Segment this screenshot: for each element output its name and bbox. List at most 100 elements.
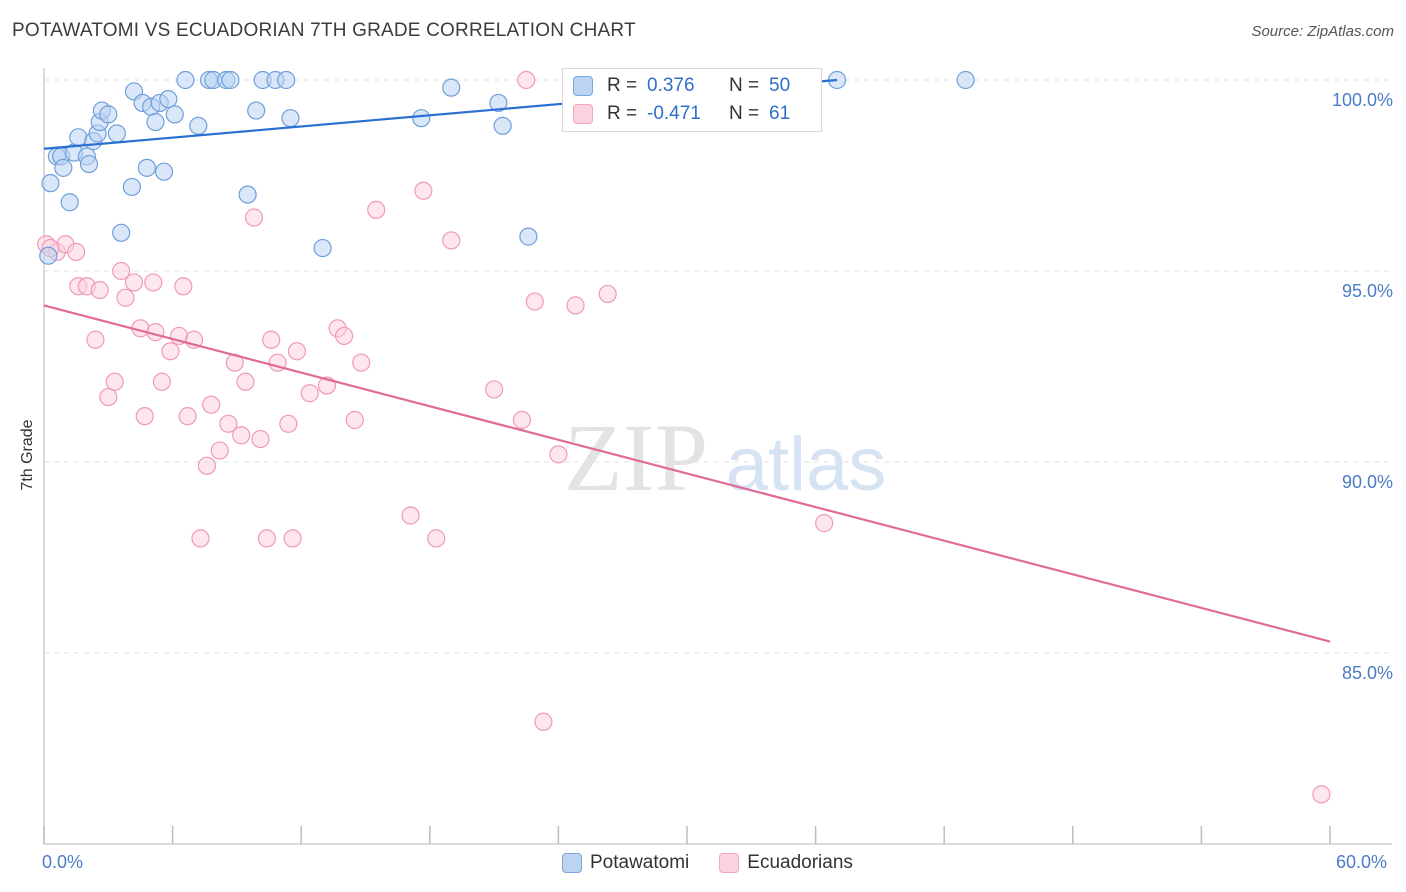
point-pink-56 [566,296,585,315]
y-tick-label-2: 95.0% [1342,281,1393,301]
point-pink-21 [178,407,197,426]
y-tick-label-0: 85.0% [1342,663,1393,683]
point-pink-6 [86,330,105,349]
point-pink-31 [244,208,264,227]
point-pink-8 [99,387,118,407]
point-blue-34 [247,101,266,120]
point-blue-39 [313,238,332,258]
point-blue-4 [54,158,73,177]
point-blue-7 [69,128,88,147]
point-pink-53 [525,292,544,311]
watermark-atlas: atlas [726,422,887,507]
point-blue-32 [221,70,240,90]
point-pink-9 [105,372,124,391]
point-pink-58 [815,514,834,533]
point-blue-16 [112,223,131,242]
point-pink-30 [236,372,255,391]
point-pink-37 [283,529,302,548]
point-pink-45 [367,200,386,219]
legend-row-ecuadorians: R = -0.471 N = 61 [573,101,809,127]
point-blue-20 [137,158,156,177]
y-tick-label-3: 100.0% [1332,90,1393,110]
point-blue-49 [956,70,975,90]
point-blue-17 [122,177,141,197]
legend-n-value-potawatomi: 50 [769,75,791,96]
point-blue-40 [412,109,431,128]
point-pink-20 [174,277,193,296]
point-pink-15 [144,273,163,292]
legend-r-label: R = [607,75,638,96]
point-blue-38 [281,109,300,128]
point-blue-9 [79,154,99,174]
point-blue-14 [99,105,118,124]
series-swatch-ecuadorians [719,853,740,873]
trend-line-ecuadorians [43,304,1331,643]
point-blue-43 [493,116,512,135]
point-pink-33 [257,529,277,548]
series-potawatomi-points [39,70,975,265]
legend-swatch-potawatomi [573,76,593,96]
x-tick-label-min: 0.0% [42,852,84,872]
point-pink-48 [427,529,446,548]
point-blue-42 [489,93,508,113]
point-pink-10 [112,261,131,281]
point-pink-7 [90,281,109,300]
point-pink-55 [549,445,568,464]
legend-n-value-ecuadorians: 61 [769,103,791,124]
point-blue-26 [165,105,184,124]
point-blue-5 [60,193,79,212]
point-blue-0 [39,246,58,265]
x-tick-label-max: 60.0% [1336,852,1388,872]
point-pink-23 [191,529,210,548]
point-pink-52 [517,70,536,90]
point-pink-17 [152,372,171,391]
point-blue-44 [519,227,538,246]
point-pink-43 [345,410,364,430]
point-pink-49 [442,231,461,250]
point-blue-25 [159,89,178,109]
series-legend-label-ecuadorians: Ecuadorians [747,852,853,873]
point-pink-32 [251,429,270,449]
point-pink-38 [287,342,307,361]
legend-n-label: N = [729,75,760,96]
y-axis-label: 7th Grade [19,419,36,491]
y-tick-labels: 85.0% 90.0% 95.0% 100.0% [1332,90,1393,683]
point-pink-18 [161,342,180,361]
point-pink-59 [1312,785,1331,804]
point-blue-33 [238,185,257,204]
point-pink-39 [300,384,319,403]
point-pink-51 [512,410,532,430]
point-pink-42 [334,326,354,346]
point-blue-22 [146,112,165,132]
series-ecuadorians-points [37,70,1331,804]
point-pink-24 [197,456,216,475]
point-blue-37 [277,70,296,90]
point-pink-46 [401,506,420,525]
point-pink-29 [232,426,251,445]
point-blue-41 [442,78,461,97]
point-pink-11 [116,288,135,307]
point-pink-57 [598,284,617,304]
legend-r-label: R = [607,103,638,124]
point-blue-1 [41,174,60,193]
series-legend: Potawatomi Ecuadorians [562,852,883,874]
source-label: Source: ZipAtlas.com [1251,23,1394,40]
point-blue-15 [107,124,126,143]
point-pink-50 [485,380,504,399]
point-pink-54 [534,712,553,731]
point-pink-44 [352,353,371,372]
point-blue-27 [176,70,195,90]
correlation-legend: R = 0.376 N = 50 R = -0.471 N = 61 [562,68,822,132]
point-pink-26 [210,441,229,460]
legend-r-value-potawatomi: 0.376 [647,75,695,96]
legend-n-label: N = [729,103,760,124]
point-pink-27 [219,414,238,433]
point-pink-12 [124,273,144,292]
watermark-zip: ZIP [564,404,708,511]
point-blue-28 [189,116,208,135]
series-legend-potawatomi[interactable]: Potawatomi [562,852,689,874]
point-pink-47 [414,181,433,200]
series-legend-ecuadorians[interactable]: Ecuadorians [719,852,853,874]
point-blue-24 [154,162,174,181]
